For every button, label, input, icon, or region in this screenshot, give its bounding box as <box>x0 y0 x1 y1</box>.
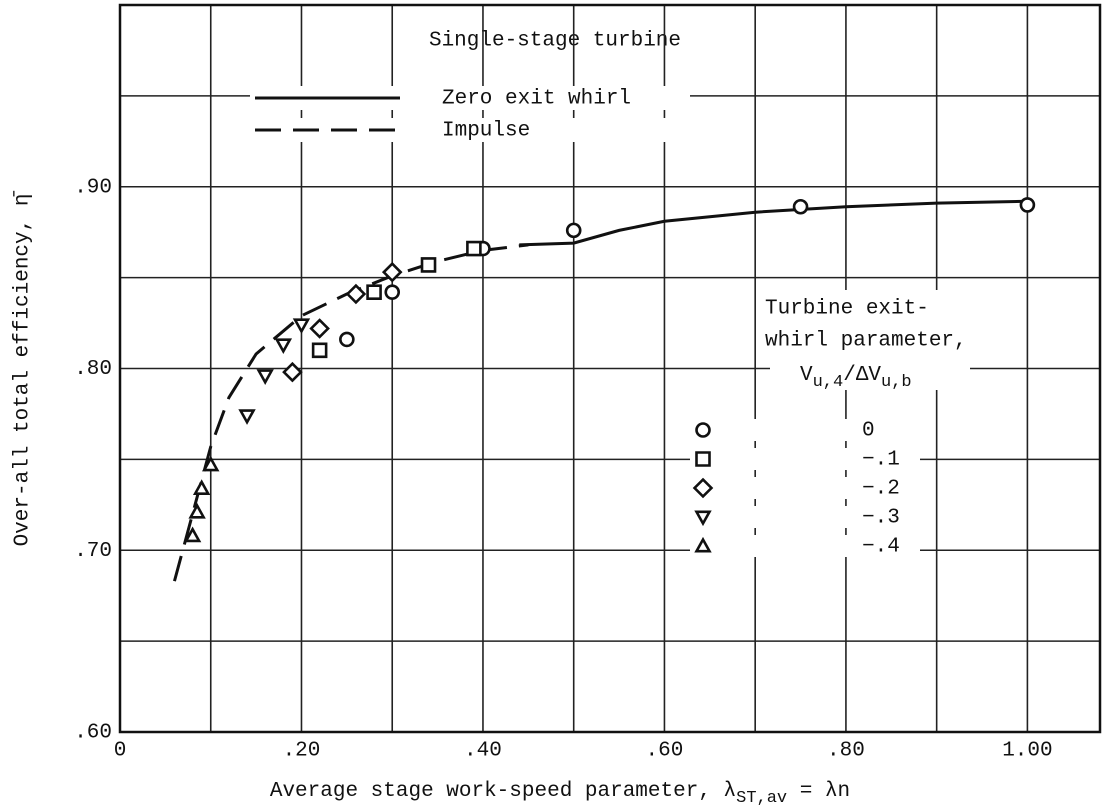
x-tick-label: .60 <box>646 740 684 763</box>
x-axis-label-part: = λn <box>787 780 850 803</box>
marker <box>694 510 712 527</box>
legend-label: −.3 <box>862 507 900 530</box>
marker <box>695 422 711 438</box>
marker <box>345 283 367 305</box>
x-tick-label: .40 <box>464 740 502 763</box>
legend-bg <box>690 535 920 557</box>
marker <box>1019 197 1036 213</box>
marker <box>311 342 328 359</box>
marker <box>188 502 206 519</box>
marker <box>565 222 582 239</box>
marker <box>420 257 437 273</box>
marker <box>274 338 293 355</box>
marker <box>292 318 311 335</box>
legend-label: −.1 <box>862 449 900 472</box>
marker <box>366 284 382 300</box>
line-series <box>519 199 1028 247</box>
legend-label: −.4 <box>862 536 900 559</box>
legend-title: whirl parameter, <box>765 330 967 353</box>
legend-label: −.2 <box>862 478 900 501</box>
legend-title: Vu,4/ΔVu,b <box>800 364 912 393</box>
x-axis-label-part: ST,av <box>736 789 787 808</box>
x-tick-label: .80 <box>827 740 865 763</box>
x-tick-label: .20 <box>283 740 321 763</box>
marker <box>192 479 211 495</box>
marker <box>792 198 809 215</box>
y-tick-label: .60 <box>74 722 112 745</box>
marker <box>694 536 712 553</box>
marker <box>695 451 711 467</box>
legend-bg <box>690 506 920 528</box>
marker <box>339 331 355 348</box>
marker <box>384 284 401 300</box>
x-axis-label-part: Average stage work-speed parameter, λ <box>270 780 736 803</box>
marker <box>238 409 256 425</box>
marker <box>256 369 274 385</box>
legend-bg <box>690 477 920 499</box>
x-axis-label: Average stage work-speed parameter, λST,… <box>270 780 850 809</box>
legend-bg <box>250 118 690 142</box>
marker <box>381 261 403 283</box>
legend-label: 0 <box>862 420 875 443</box>
legend-title-part: V <box>800 364 813 387</box>
legend-bg <box>690 448 920 470</box>
x-tick-label: 0 <box>114 740 127 763</box>
legend-title: Turbine exit- <box>765 298 929 321</box>
legend-bg <box>690 419 920 441</box>
y-axis-label: Over-all total efficiency, η̄ <box>12 191 35 547</box>
marker <box>202 455 220 472</box>
x-tick-label: 1.00 <box>1002 740 1052 763</box>
chart-title: Single-stage turbine <box>429 30 681 53</box>
marker <box>282 361 303 383</box>
plot-frame <box>118 3 1102 734</box>
y-tick-label: .70 <box>74 540 112 563</box>
y-tick-label: .80 <box>74 358 112 381</box>
legend-title-part: u,b <box>881 373 912 392</box>
marker <box>466 240 482 257</box>
marker <box>183 526 202 543</box>
y-tick-label: .90 <box>74 176 112 199</box>
marker <box>692 477 714 499</box>
legend-label: Impulse <box>442 120 530 143</box>
legend-label: Zero exit whirl <box>442 88 631 111</box>
marker <box>309 318 330 339</box>
legend-title-part: /ΔV <box>843 364 881 387</box>
legend-bg <box>770 290 970 390</box>
legend-title-part: u,4 <box>813 373 844 392</box>
